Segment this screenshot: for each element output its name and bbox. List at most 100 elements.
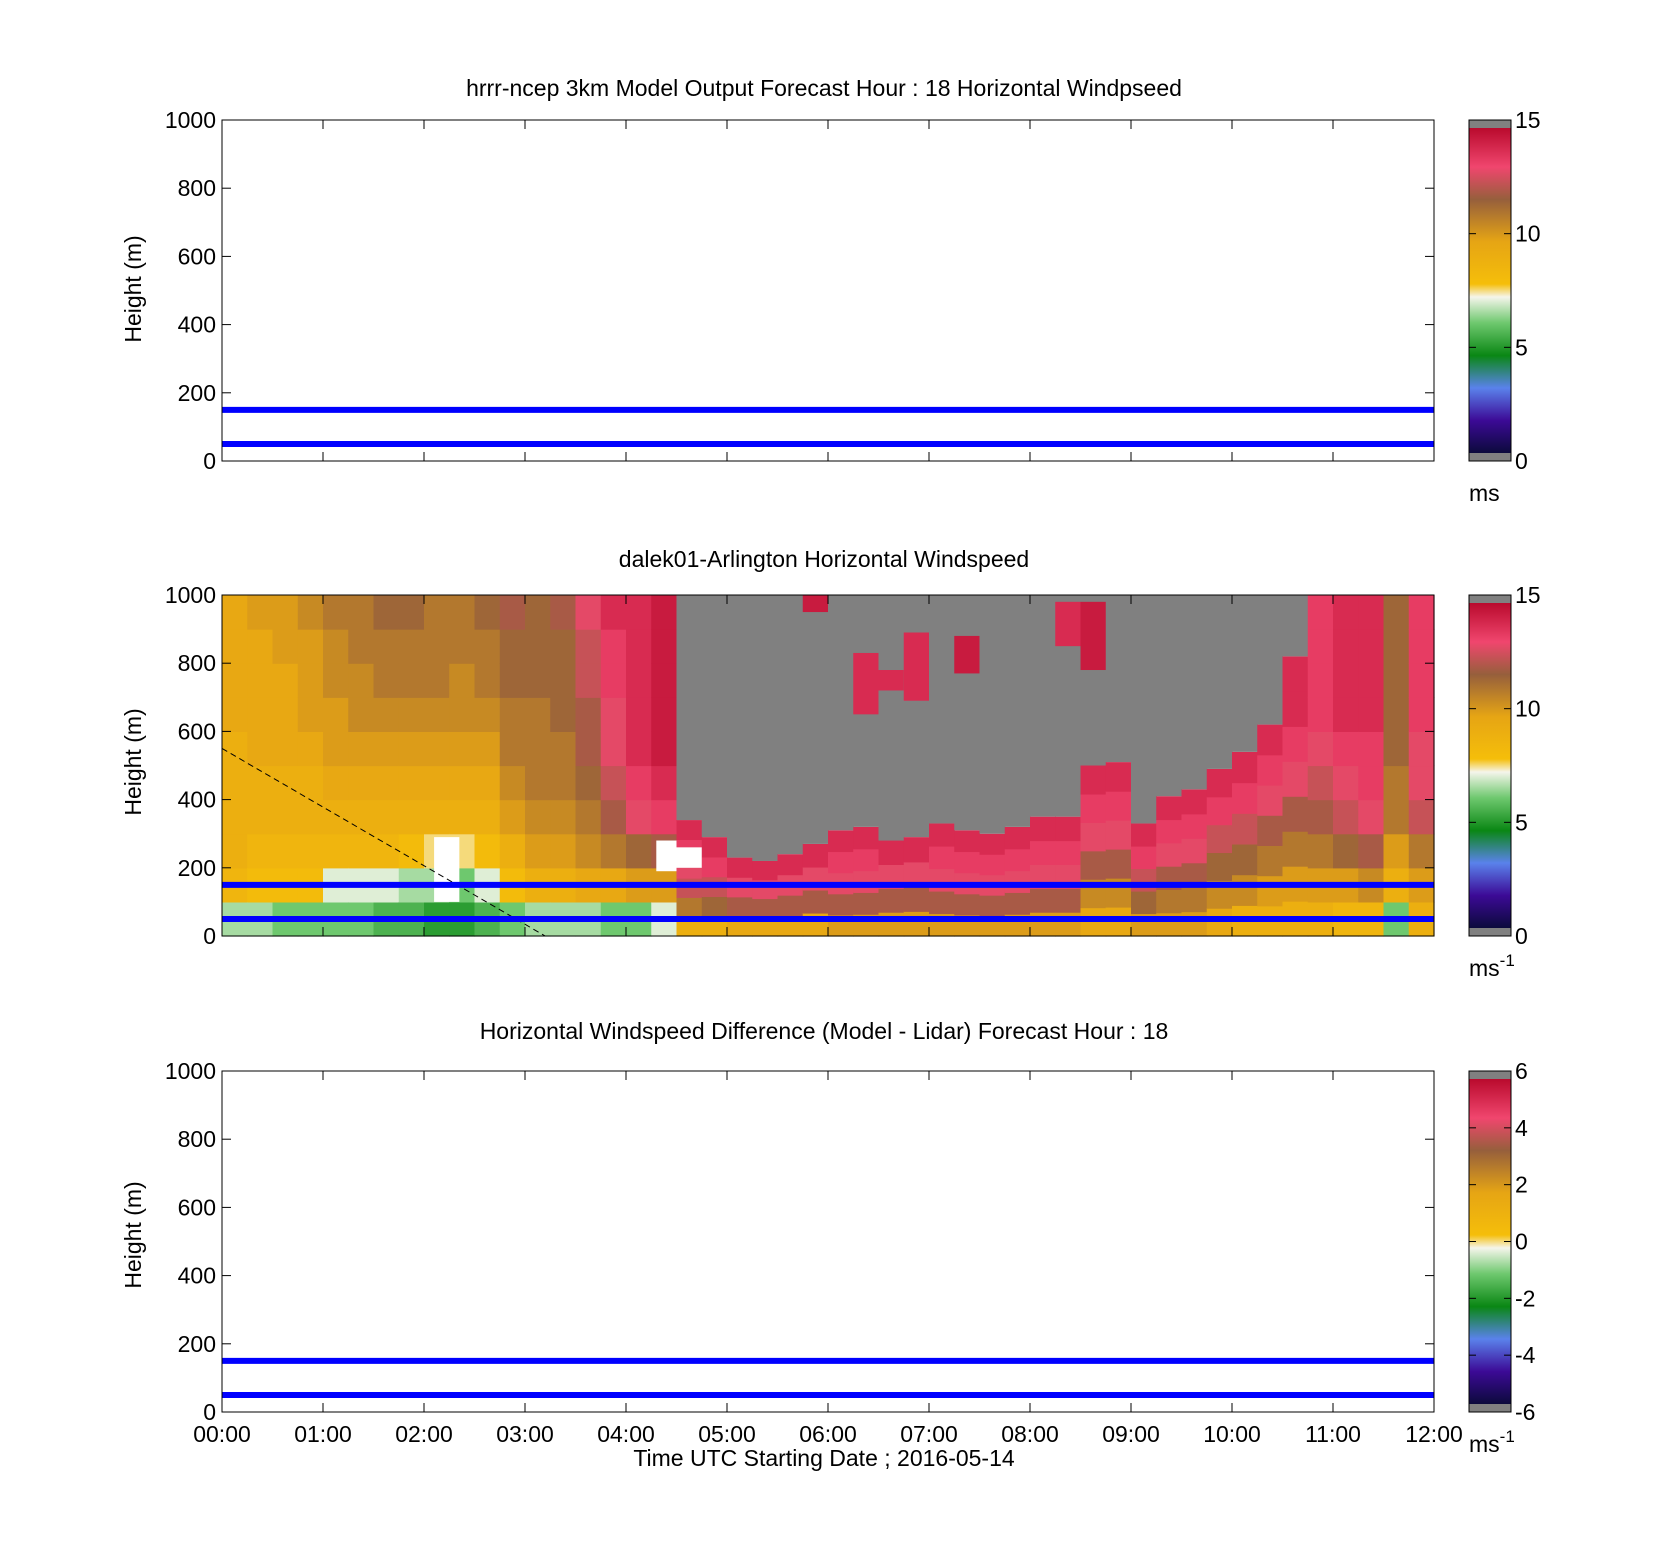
y-axis-label: Height (m) [120, 235, 146, 342]
mixing-height-line [221, 748, 546, 937]
no-data-cell [434, 837, 460, 902]
missing-data-cell [727, 595, 753, 858]
heatmap-cell [247, 799, 274, 835]
heatmap-cell [1333, 663, 1359, 698]
heatmap-cell [449, 765, 476, 801]
heatmap-cell [1004, 848, 1031, 872]
heatmap-cell [802, 595, 828, 613]
plot-area [222, 1071, 1434, 1412]
heatmap-cell [1383, 595, 1410, 630]
colorbar-overflow [1469, 595, 1511, 603]
heatmap-cell [676, 897, 703, 918]
heatmap-cell [247, 595, 274, 630]
heatmap-cell [449, 595, 476, 630]
heatmap-cell [1055, 816, 1082, 842]
heatmap-cell [1307, 731, 1334, 767]
heatmap-cell [1383, 697, 1410, 732]
heatmap-cell [222, 663, 248, 698]
missing-data-cell [676, 595, 703, 821]
heatmap-cell [979, 895, 1006, 917]
plot-area [222, 120, 1434, 461]
heatmap-cell [1333, 833, 1359, 869]
heatmap-cell [1358, 595, 1385, 630]
heatmap-cell [1080, 907, 1107, 937]
heatmap-cell [373, 833, 400, 869]
heatmap-cell [323, 697, 349, 732]
heatmap-cell [878, 888, 905, 913]
heatmap-cell [802, 843, 829, 868]
heatmap-cell [449, 697, 476, 732]
heatmap-cell [1257, 724, 1284, 756]
panel-title: hrrr-ncep 3km Model Output Forecast Hour… [466, 75, 1182, 101]
heatmap-cell [525, 799, 551, 835]
heatmap-cell [1080, 850, 1107, 880]
heatmap-cell [1307, 595, 1334, 630]
heatmap-cell [1232, 813, 1258, 845]
colorbar-tick-label: 0 [1515, 923, 1528, 949]
heatmap-cell [1408, 765, 1435, 801]
missing-data-cell [954, 595, 981, 831]
heatmap-cell [247, 833, 274, 869]
colorbar [1469, 128, 1511, 453]
heatmap-cell [272, 833, 299, 869]
heatmap-cell [1358, 765, 1385, 801]
missing-data-cell [1206, 595, 1233, 769]
heatmap-cell [272, 663, 299, 698]
heatmap-cell [1181, 911, 1208, 937]
heatmap-cell [1333, 799, 1359, 835]
heatmap-cell [1408, 663, 1435, 698]
heatmap-cell [1080, 793, 1107, 823]
heatmap-cell [499, 595, 526, 630]
colorbar-tick-label: 10 [1515, 696, 1541, 722]
heatmap-cell [1131, 868, 1157, 892]
heatmap-cell [1257, 875, 1284, 907]
heatmap-cell [525, 833, 551, 869]
heatmap-cell [525, 765, 551, 801]
heatmap-cell [222, 799, 248, 835]
heatmap-cell [398, 731, 425, 767]
heatmap-cell [575, 629, 602, 664]
colorbar-frame [1468, 119, 1512, 462]
colorbar [1469, 603, 1511, 928]
heatmap-cell [828, 851, 854, 874]
colorbar-tick-label: 15 [1515, 582, 1541, 608]
heatmap-cell [676, 820, 703, 840]
heatmap-cell [1307, 629, 1334, 664]
heatmap-cell [626, 799, 652, 835]
colorbar-frame [1468, 594, 1512, 937]
colorbar-underflow [1469, 928, 1511, 936]
colorbar-tick-label: 5 [1515, 334, 1528, 360]
missing-data-cell [878, 595, 905, 841]
heatmap-cell [626, 833, 652, 869]
heatmap-cell [474, 663, 501, 698]
missing-data-cell [828, 595, 854, 831]
heatmap-cell [222, 629, 248, 664]
heatmap-cell [1282, 691, 1309, 727]
colorbar-tick-label: 4 [1515, 1115, 1528, 1141]
heatmap-cell [1156, 819, 1183, 844]
heatmap-cell [499, 697, 526, 732]
heatmap-cell [1030, 888, 1056, 913]
heatmap-cell [1181, 887, 1208, 913]
x-tick-label: 04:00 [597, 1421, 655, 1447]
heatmap-cell [1333, 765, 1359, 801]
missing-data-cell [1156, 595, 1183, 797]
heatmap-cell [929, 823, 955, 847]
heatmap-cell [575, 765, 602, 801]
heatmap-cell [1383, 663, 1410, 698]
colorbar-overflow [1469, 120, 1511, 128]
missing-data-cell [1030, 595, 1056, 817]
heatmap-cell [323, 731, 349, 767]
panel-title: Horizontal Windspeed Difference (Model -… [480, 1018, 1169, 1044]
colorbar-underflow [1469, 1404, 1511, 1412]
heatmap-cell [247, 765, 274, 801]
heatmap-cell [1156, 889, 1183, 914]
y-tick-label: 200 [178, 1331, 216, 1357]
heatmap-cell [903, 911, 930, 937]
colorbar-tick-label: 15 [1515, 107, 1541, 133]
heatmap-cell [348, 799, 375, 835]
heatmap-cell [828, 893, 854, 916]
heatmap-cell [651, 697, 678, 732]
heatmap-cell [222, 731, 248, 767]
heatmap-cell [373, 629, 400, 664]
